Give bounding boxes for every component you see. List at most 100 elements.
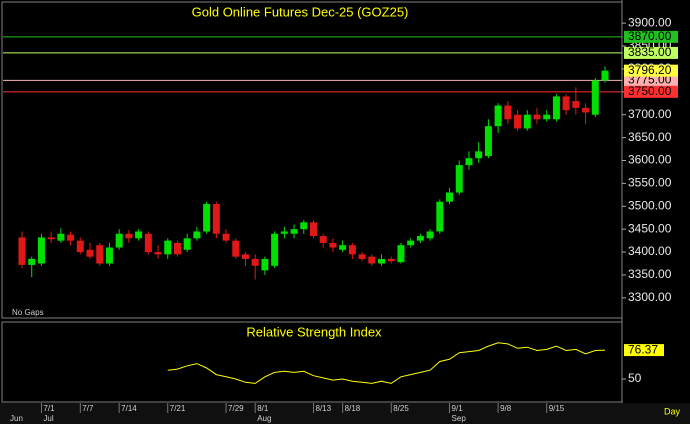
candle-body [378,258,386,264]
x-tick-label: 7/1 [43,404,55,413]
x-tick-label: 9/8 [500,404,512,413]
candle-body [319,236,327,243]
candle-body [212,203,220,234]
candle-body [543,114,551,120]
rsi-title: Relative Strength Index [246,324,382,339]
month-label: Jun [10,414,23,423]
candle-body [135,231,143,239]
candle-body [154,252,162,255]
candle-body [57,233,65,241]
candle-body [436,201,444,232]
y-tick-label: 3900.00 [628,15,672,29]
candle-body [115,233,123,248]
y-tick-label: 3350.00 [628,267,672,281]
candle-body [484,126,492,156]
candle-body [368,256,376,264]
candle-body [18,237,26,265]
candle-body [504,105,512,120]
x-tick-label: 8/1 [257,404,269,413]
candle-body [300,222,308,230]
candle-body [271,233,279,266]
x-tick-label: 8/25 [393,404,409,413]
candle-body [475,151,483,159]
y-tick-label: 3450.00 [628,221,672,235]
candle-body [193,231,201,239]
candle-body [387,258,395,262]
price-panel [1,1,623,319]
candle-body [290,229,298,234]
x-tick-label: 8/13 [316,404,332,413]
level-tag [624,85,678,98]
x-tick-label: 7/29 [228,404,244,413]
candle-body [455,165,463,193]
candle-body [407,240,415,246]
candle-body [572,100,580,108]
candle-body [397,245,405,263]
level-label: 3750.00 [628,84,672,98]
candle-body [533,114,541,120]
candle-body [552,96,560,120]
x-tick-label: 9/1 [452,404,464,413]
y-tick-label: 3500.00 [628,198,672,212]
month-label: Aug [257,414,271,423]
rsi-tag [624,344,664,357]
period: Day [664,406,681,416]
candle-body [164,240,172,255]
candle-body [358,254,366,259]
candle-body [86,249,94,257]
candle-body [47,237,55,240]
candle-body [280,231,288,234]
x-tick-label: 7/14 [121,404,137,413]
y-tick-label: 3650.00 [628,130,672,144]
candle-body [241,254,249,259]
candle-body [173,242,181,255]
month-label: Sep [452,414,467,423]
candle-body [416,236,424,241]
candle-body [329,242,337,248]
x-tick-label: 7/21 [170,404,186,413]
candle-body [446,192,454,202]
x-tick-label: 9/15 [549,404,565,413]
y-tick-label: 3400.00 [628,244,672,258]
candle-body [494,105,502,127]
rsi-last-label: 76.37 [628,342,658,356]
candle-body [348,245,356,255]
month-label: Jul [43,414,53,423]
candle-body [562,96,570,111]
candle-body [426,231,434,239]
last-price-tag [624,64,678,77]
candle-body [96,245,104,264]
candle-body [261,258,269,271]
candle-body [591,80,599,115]
candle-body [37,237,45,264]
y-tick-label: 3600.00 [628,153,672,167]
candle-body [28,258,36,265]
rsi-line [167,342,606,384]
candle-body [203,203,211,232]
last-price-label: 3796.20 [628,63,672,77]
y-tick-label: 3700.00 [628,107,672,121]
candle-body [232,240,240,257]
level-label: 3835.00 [628,45,672,59]
note: No Gaps [12,308,44,317]
rsi-panel [1,321,623,403]
candle-body [514,114,522,129]
candle-body [183,238,191,250]
candle-body [144,233,152,253]
y-tick-label: 50 [628,371,642,385]
y-tick-label: 3550.00 [628,176,672,190]
x-tick-label: 8/18 [345,404,361,413]
candle-body [523,114,531,129]
level-tag [624,74,678,87]
candle-body [601,70,609,81]
candle-body [339,245,347,250]
candle-body [76,240,84,253]
level-tag [624,30,678,43]
x-axis-band [0,403,690,424]
candle-body [222,233,230,241]
candle-body [465,158,473,166]
candle-body [310,222,317,237]
y-tick-label: 3300.00 [628,290,672,304]
x-tick-label: 7/7 [82,404,94,413]
